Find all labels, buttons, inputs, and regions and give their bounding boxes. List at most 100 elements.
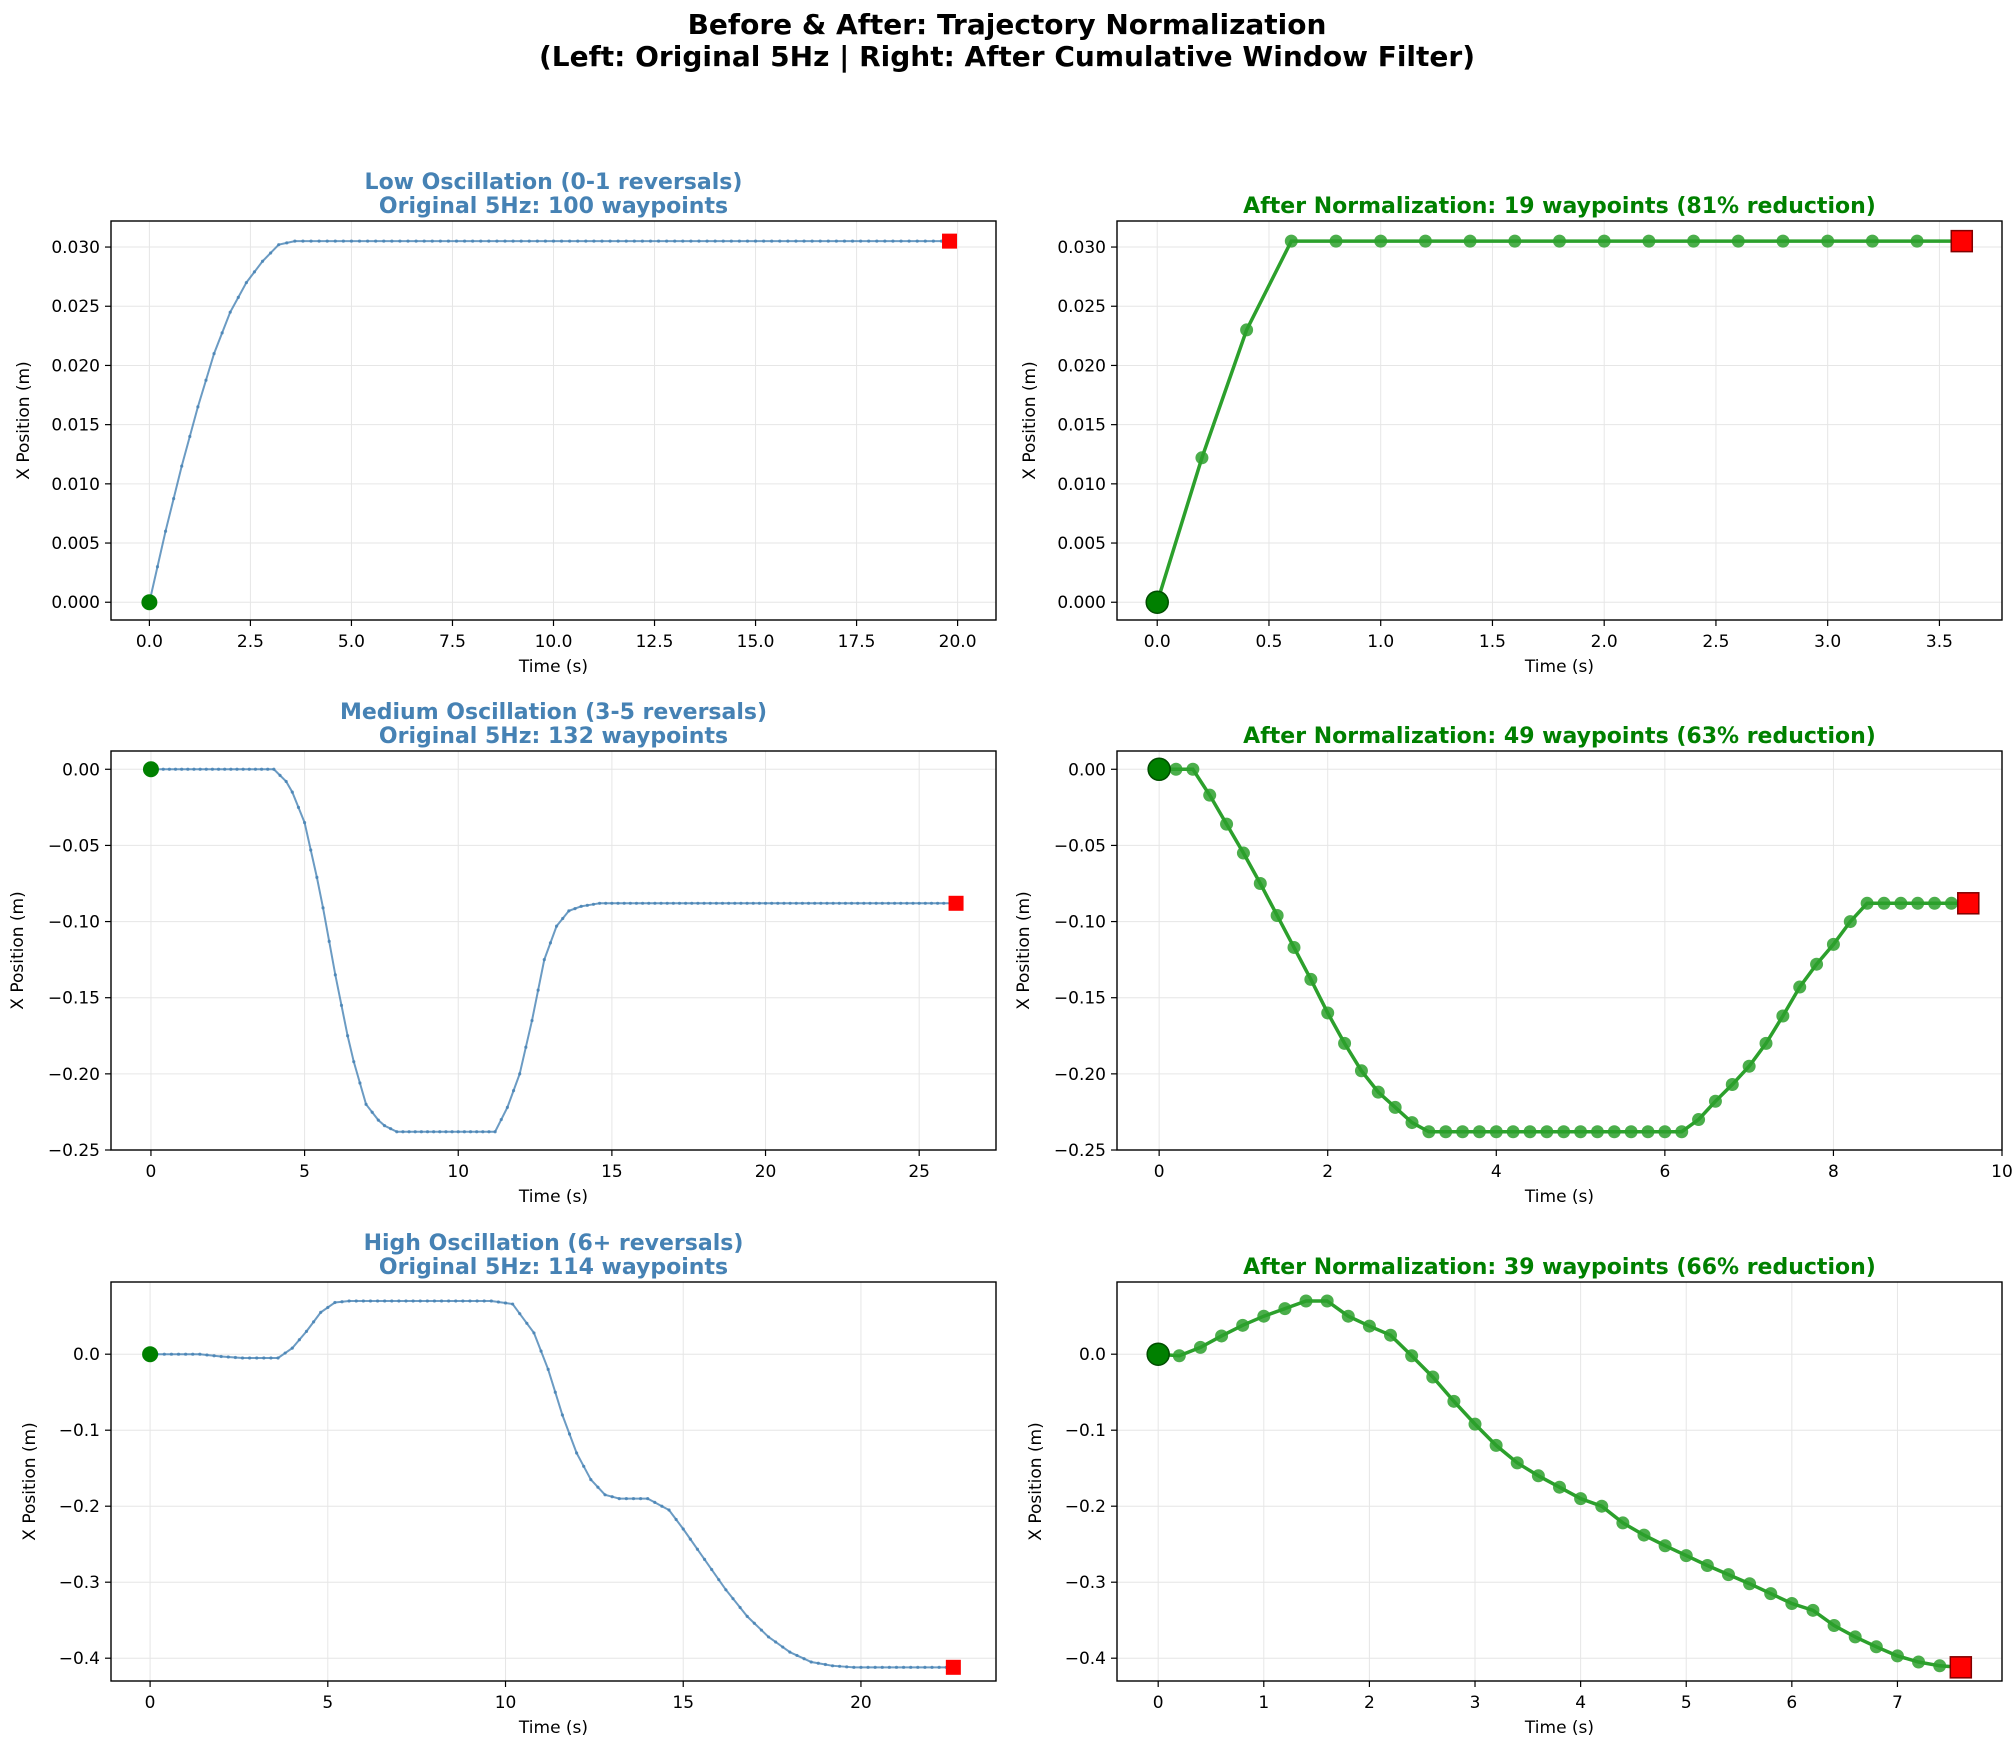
data-point bbox=[600, 239, 604, 243]
x-tick-label: 2 bbox=[1322, 1162, 1333, 1182]
data-point bbox=[1553, 1480, 1566, 1494]
data-point bbox=[632, 239, 636, 243]
data-point bbox=[503, 1301, 508, 1305]
x-tick-label: 2 bbox=[1364, 1693, 1375, 1713]
data-point bbox=[487, 1130, 491, 1134]
data-point bbox=[1320, 1294, 1334, 1308]
data-point bbox=[724, 1588, 728, 1592]
x-axis-label: Time (s) bbox=[1524, 1718, 1594, 1738]
data-point bbox=[444, 1130, 448, 1134]
data-point bbox=[438, 1130, 442, 1134]
data-point bbox=[681, 239, 685, 243]
y-tick-label: −0.4 bbox=[1065, 1649, 1106, 1669]
data-point bbox=[887, 1665, 891, 1669]
data-point bbox=[161, 767, 165, 771]
data-point bbox=[315, 875, 319, 880]
x-tick-label: 6 bbox=[1786, 1693, 1797, 1713]
data-point bbox=[616, 239, 620, 243]
x-tick-label: 0 bbox=[146, 1162, 157, 1182]
data-point bbox=[653, 901, 657, 905]
data-point bbox=[553, 1390, 557, 1394]
y-tick-label: −0.20 bbox=[48, 1065, 100, 1085]
data-point bbox=[1641, 1125, 1655, 1139]
x-tick-label: 6 bbox=[1659, 1162, 1670, 1182]
y-tick-label: −0.10 bbox=[48, 913, 100, 933]
data-point bbox=[597, 901, 602, 905]
data-point bbox=[366, 239, 370, 243]
data-point bbox=[795, 1653, 799, 1658]
panel-low_orig: 0.0 2.5 5.0 7.5 10.0 12.5 15.0 17.5 20.0 0.000 0.0… bbox=[14, 170, 997, 677]
data-point bbox=[1911, 896, 1925, 910]
data-point bbox=[304, 1329, 309, 1333]
end-marker bbox=[948, 895, 964, 911]
data-point bbox=[223, 767, 227, 771]
data-point bbox=[525, 1321, 529, 1325]
data-point bbox=[1624, 1125, 1638, 1139]
data-point bbox=[753, 239, 758, 243]
y-tick-label: −0.10 bbox=[1054, 913, 1106, 933]
start-marker bbox=[142, 1346, 159, 1363]
data-point bbox=[702, 901, 706, 905]
data-point bbox=[532, 1331, 536, 1335]
data-point bbox=[763, 901, 768, 905]
data-point bbox=[454, 239, 459, 243]
data-point bbox=[809, 1660, 813, 1664]
x-tick-label: 3 bbox=[1470, 1693, 1481, 1713]
data-point bbox=[917, 901, 921, 905]
y-tick-label: 0.025 bbox=[1057, 297, 1106, 317]
x-tick-label: 3.0 bbox=[1814, 632, 1841, 652]
data-point bbox=[653, 1500, 657, 1504]
data-point bbox=[374, 239, 378, 243]
data-point bbox=[325, 239, 329, 243]
data-point bbox=[461, 1299, 465, 1303]
data-point bbox=[677, 901, 682, 905]
data-point bbox=[284, 779, 288, 784]
data-point bbox=[907, 239, 911, 243]
data-point bbox=[638, 1497, 643, 1501]
data-point bbox=[1827, 1619, 1841, 1633]
data-point bbox=[936, 901, 940, 905]
data-point bbox=[640, 239, 645, 243]
start-marker bbox=[1147, 757, 1171, 782]
data-point bbox=[462, 1130, 466, 1134]
x-tick-label: 20 bbox=[850, 1693, 872, 1713]
data-point bbox=[311, 1320, 316, 1324]
y-tick-label: 0.010 bbox=[1057, 475, 1106, 495]
data-point bbox=[899, 901, 903, 905]
data-point bbox=[1240, 323, 1254, 337]
x-tick-label: 3.5 bbox=[1926, 632, 1953, 652]
data-point bbox=[1776, 234, 1790, 248]
data-point bbox=[659, 901, 663, 905]
data-point bbox=[361, 1299, 365, 1303]
data-point bbox=[667, 1508, 671, 1512]
x-axis-label: Time (s) bbox=[518, 1187, 588, 1207]
y-tick-label: −0.20 bbox=[1054, 1065, 1106, 1085]
data-point bbox=[560, 1413, 564, 1417]
y-tick-label: 0.005 bbox=[1057, 534, 1106, 554]
data-point bbox=[1553, 234, 1566, 248]
data-point bbox=[1708, 1094, 1722, 1108]
data-point bbox=[831, 901, 835, 905]
data-point bbox=[155, 565, 160, 569]
data-point bbox=[1354, 1064, 1368, 1078]
x-tick-label: 20 bbox=[755, 1162, 777, 1182]
data-point bbox=[770, 901, 774, 905]
data-point bbox=[681, 1527, 685, 1531]
data-point bbox=[774, 1640, 778, 1644]
data-point bbox=[248, 1356, 252, 1360]
data-point bbox=[842, 239, 847, 243]
data-point bbox=[1725, 1078, 1739, 1092]
data-point bbox=[1169, 762, 1183, 776]
y-tick-label: −0.2 bbox=[1065, 1497, 1106, 1517]
data-point bbox=[432, 1299, 437, 1303]
start-marker bbox=[1146, 1342, 1170, 1366]
x-axis-label: Time (s) bbox=[1524, 1187, 1594, 1207]
data-point bbox=[738, 1605, 742, 1610]
data-point bbox=[1193, 1340, 1207, 1354]
data-point bbox=[624, 239, 628, 243]
data-point bbox=[1304, 972, 1318, 986]
data-point bbox=[290, 790, 294, 794]
data-point bbox=[1700, 1558, 1714, 1572]
data-point bbox=[1869, 1640, 1883, 1654]
data-point bbox=[252, 270, 257, 274]
